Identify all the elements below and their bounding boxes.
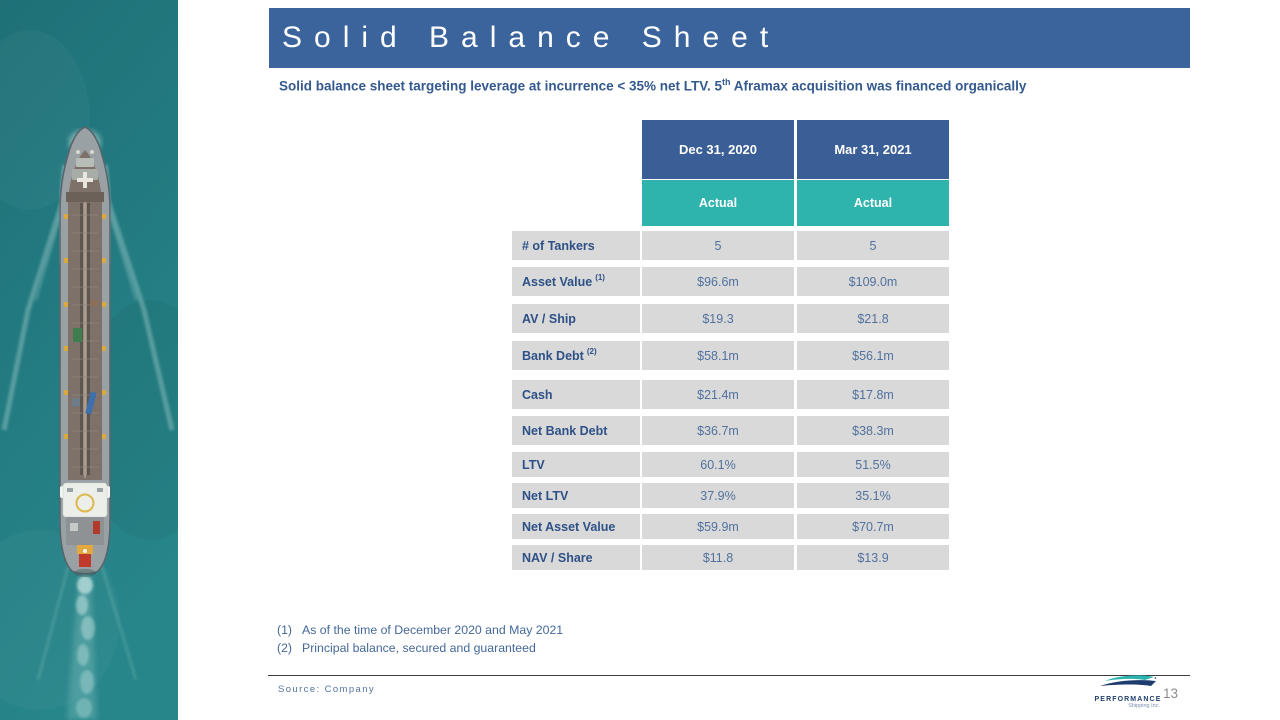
subtitle-text-after: Aframax acquisition was financed organic… [730,78,1027,94]
table-scenario-header-row: Actual Actual [642,180,949,226]
table-row: Net Asset Value $59.9m $70.7m [512,514,949,539]
row-label: Asset Value [522,274,593,289]
table-row: Asset Value (1) $96.6m $109.0m [512,267,949,296]
row-label: LTV [522,457,545,472]
page-number: 13 [1163,686,1179,701]
scenario-header-actual-1: Actual [642,180,794,226]
column-header-mar-2021: Mar 31, 2021 [797,120,949,179]
cell-value: $36.7m [642,416,794,445]
table-row: Cash $21.4m $17.8m [512,380,949,409]
cell-value: $38.3m [797,416,949,445]
row-label-sup: (1) [595,273,605,282]
cell-value: $58.1m [642,341,794,370]
row-label-sup: (2) [586,347,597,356]
cell-value: $17.8m [797,380,949,409]
cell-value: 5 [797,231,949,260]
scenario-header-actual-2: Actual [797,180,949,226]
tanker-ship-illustration [0,0,220,720]
table-row: Bank Debt (2) $58.1m $56.1m [512,341,949,370]
cell-value: $21.8 [797,304,949,333]
page-title: Solid Balance Sheet [282,21,781,54]
footnote-2: (2) Principal balance, secured and guara… [277,640,563,658]
company-logo: PERFORMANCE Shipping Inc. [1092,673,1164,709]
row-label: Bank Debt [522,348,584,363]
logo-brand-name: PERFORMANCE [1094,696,1162,703]
subtitle-text: Solid balance sheet targeting leverage a… [279,78,723,94]
footnote-text: As of the time of December 2020 and May … [302,623,564,637]
table-row: AV / Ship $19.3 $21.8 [512,304,949,333]
table-period-header-row: Dec 31, 2020 Mar 31, 2021 [642,120,949,179]
cell-value: $96.6m [642,267,794,296]
row-label: Net Asset Value [522,519,616,534]
cell-value: 5 [642,231,794,260]
table-row: NAV / Share $11.8 $13.9 [512,545,949,570]
subtitle: Solid balance sheet targeting leverage a… [279,76,1124,96]
footer-divider [268,675,1190,676]
logo-sub-name: Shipping Inc. [1128,703,1160,709]
footnotes: (1) As of the time of December 2020 and … [277,622,563,658]
table-row: Net Bank Debt $36.7m $38.3m [512,416,949,445]
row-label: Cash [522,387,553,402]
cell-value: $11.8 [642,545,794,570]
row-label: NAV / Share [522,550,593,565]
cell-value: $59.9m [642,514,794,539]
footnote-text: Principal balance, secured and guarantee… [302,640,536,655]
balance-sheet-table: Dec 31, 2020 Mar 31, 2021 Actual Actual … [512,120,949,570]
cell-value: 37.9% [642,483,794,508]
table-row: LTV 60.1% 51.5% [512,452,949,477]
footnote-number: (2) [277,640,293,655]
title-bar: Solid Balance Sheet [269,8,1190,68]
cell-value: $109.0m [797,267,949,296]
subtitle-superscript: th [722,77,731,87]
column-header-dec-2020: Dec 31, 2020 [642,120,794,179]
cell-value: $19.3 [642,304,794,333]
cell-value: 60.1% [642,452,794,477]
cell-value: $21.4m [642,380,794,409]
aerial-tanker-photo [0,0,220,720]
footnote-number: (1) [277,623,293,637]
cell-value: 35.1% [797,483,949,508]
cell-value: $70.7m [797,514,949,539]
row-label: # of Tankers [522,238,595,253]
table-row: Net LTV 37.9% 35.1% [512,483,949,508]
footnote-1: (1) As of the time of December 2020 and … [277,622,563,640]
source-note: Source: Company [278,684,376,695]
cell-value: $56.1m [797,341,949,370]
cell-value: 51.5% [797,452,949,477]
performance-shipping-logo-icon [1100,675,1157,686]
table-row: # of Tankers 5 5 [512,231,949,260]
row-label: Net LTV [522,488,569,503]
row-label: AV / Ship [522,311,576,326]
cell-value: $13.9 [797,545,949,570]
row-label: Net Bank Debt [522,423,608,438]
